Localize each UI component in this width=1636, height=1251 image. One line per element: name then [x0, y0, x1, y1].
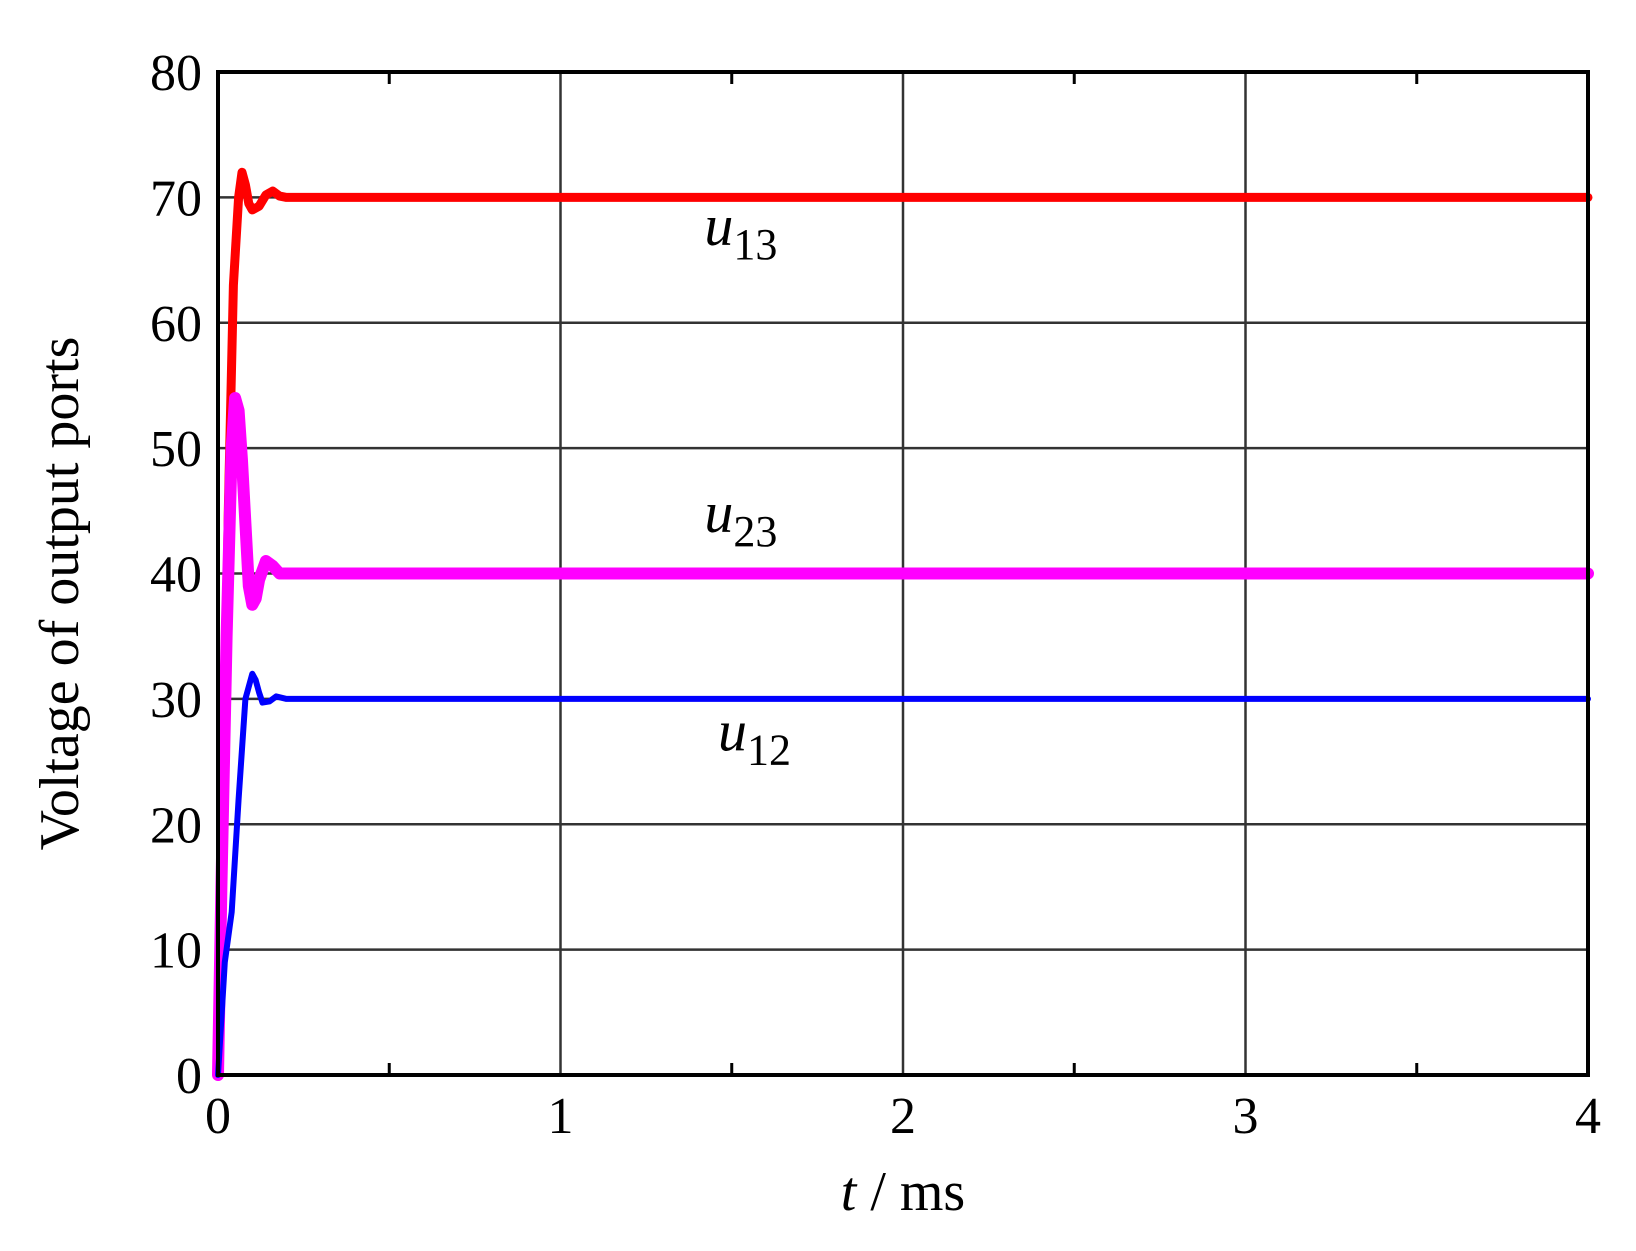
y-tick-label: 50	[150, 421, 202, 478]
x-tick-label: 2	[890, 1088, 916, 1145]
y-tick-label: 80	[150, 45, 202, 102]
series-label-u13: u13	[704, 193, 777, 269]
x-axis-unit: / ms	[856, 1161, 965, 1223]
series-lines	[212, 167, 1594, 1081]
y-tick-label: 70	[150, 170, 202, 227]
y-axis-title: Voltage of output ports	[29, 337, 91, 851]
series-line-u23	[212, 392, 1594, 1081]
x-tick-label: 0	[205, 1088, 231, 1145]
y-tick-label: 40	[150, 547, 202, 604]
x-axis-variable: t	[841, 1161, 858, 1223]
series-labels: u13 u23 u12	[704, 193, 791, 774]
x-tick-label: 1	[548, 1088, 574, 1145]
y-tick-label: 20	[150, 797, 202, 854]
x-tick-label: 4	[1575, 1088, 1601, 1145]
y-tick-label: 30	[150, 672, 202, 729]
y-tick-label: 0	[176, 1048, 202, 1105]
series-label-u12: u12	[718, 698, 791, 774]
x-tick-label: 3	[1233, 1088, 1259, 1145]
plot-area-frame	[216, 70, 1590, 1077]
x-axis-title: t / ms	[841, 1161, 965, 1223]
series-label-u23: u23	[704, 480, 777, 556]
y-tick-label: 60	[150, 296, 202, 353]
y-tick-label: 10	[150, 923, 202, 980]
series-line-u12	[215, 670, 1591, 1078]
